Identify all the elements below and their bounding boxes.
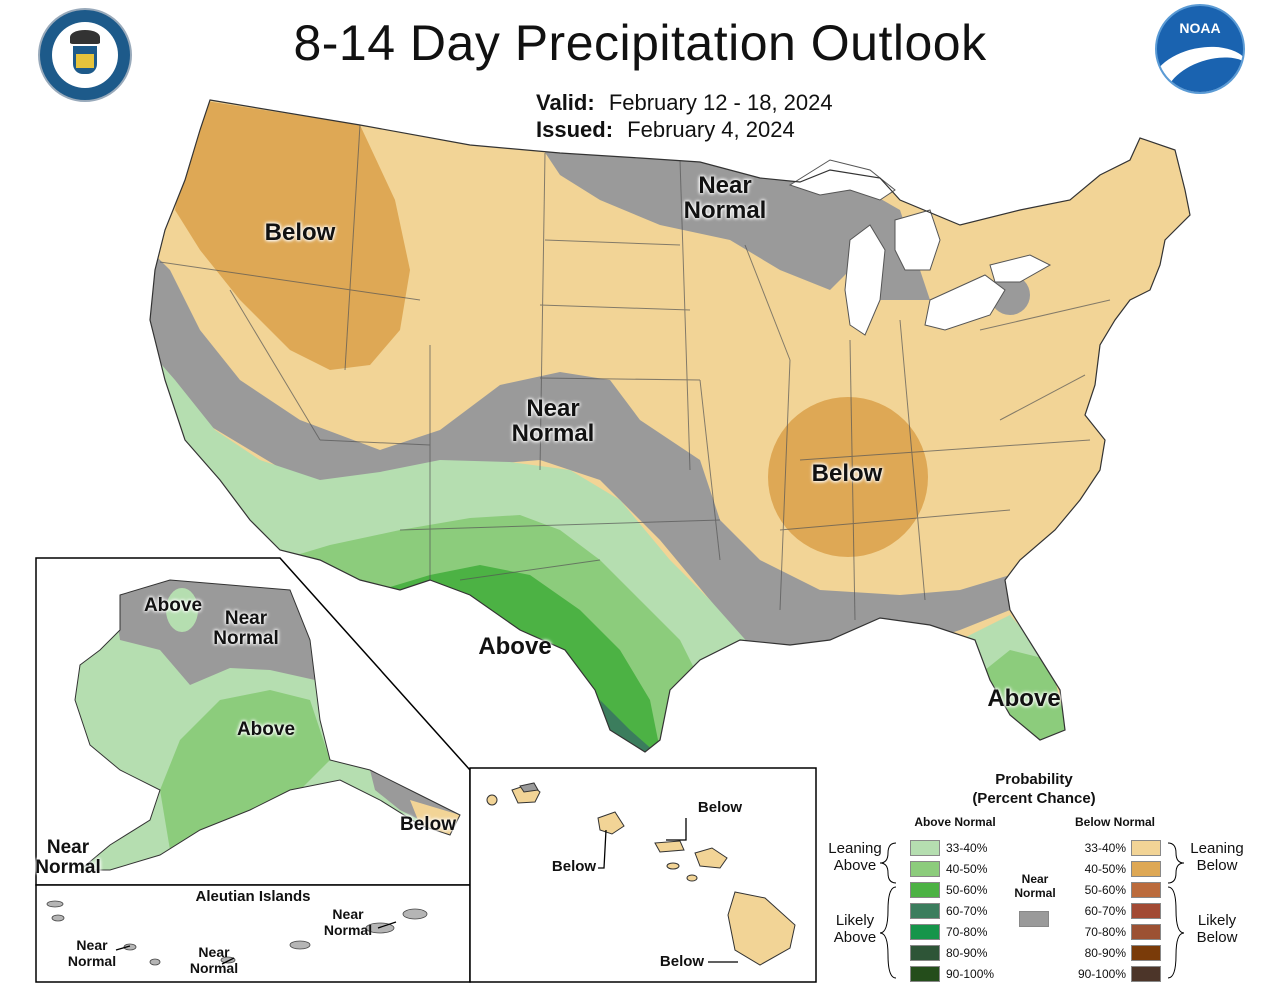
label-alaska-central-above: Above <box>236 719 296 740</box>
noaa-logo-text: NOAA <box>1179 20 1221 36</box>
label-florida-above: Above <box>987 685 1061 712</box>
alaska-outline <box>74 579 461 871</box>
legend-title: Probability (Percent Chance) <box>972 771 1096 807</box>
legend-below-label-4: 70-80% <box>1084 925 1126 939</box>
issued-dates: Issued: February 4, 2024 <box>536 117 795 143</box>
label-alaska-north-above: Above <box>143 595 203 616</box>
commerce-seal-logo <box>38 8 132 102</box>
conus-outline <box>149 99 1191 753</box>
legend-above-label-0: 33-40% <box>946 841 988 855</box>
legend-above-label-6: 90-100% <box>946 967 995 981</box>
legend-below-header: Below Normal <box>1074 815 1155 829</box>
legend-likely-below: Likely Below <box>1196 912 1238 947</box>
legend-below-label-5: 80-90% <box>1084 946 1126 960</box>
label-southeast-below: Below <box>811 460 883 487</box>
aleutian-pointers <box>115 921 397 965</box>
page-title: 8-14 Day Precipitation Outlook <box>293 15 987 71</box>
legend-below-swatch-5 <box>1131 945 1161 961</box>
aleutian-inset-frame <box>35 884 471 983</box>
noaa-logo: NOAA <box>1155 4 1245 94</box>
legend-above-swatch-5 <box>910 945 940 961</box>
legend-below-label-3: 60-70% <box>1084 904 1126 918</box>
issued-value: February 4, 2024 <box>627 117 795 142</box>
label-aleutian-near-normal-3: Near Normal <box>323 906 373 939</box>
legend-below-swatch-6 <box>1131 966 1161 982</box>
valid-label: Valid: <box>536 90 595 115</box>
legend-below-label-6: 90-100% <box>1077 967 1126 981</box>
legend-above-header: Above Normal <box>914 815 996 829</box>
legend-near-normal-label: Near Normal <box>1014 872 1056 901</box>
legend-above-label-4: 70-80% <box>946 925 988 939</box>
legend-leaning-above: Leaning Above <box>828 840 882 875</box>
label-alaska-southeast-below: Below <box>400 814 456 835</box>
valid-dates: Valid: February 12 - 18, 2024 <box>536 90 833 116</box>
legend-above-swatch-0 <box>910 840 940 856</box>
label-aleutian-near-normal-2: Near Normal <box>189 944 239 977</box>
label-hawaii-below-2: Below <box>551 858 597 875</box>
legend-above-swatch-6 <box>910 966 940 982</box>
legend-below-label-2: 50-60% <box>1084 883 1126 897</box>
legend-above-swatch-1 <box>910 861 940 877</box>
hawaii-islands <box>486 782 796 966</box>
label-aleutian-near-normal-1: Near Normal <box>67 937 117 970</box>
legend-above-swatch-2 <box>910 882 940 898</box>
state-borders <box>159 124 1111 621</box>
label-northwest-below: Below <box>264 219 336 246</box>
legend-below-swatch-4 <box>1131 924 1161 940</box>
legend-below-swatch-2 <box>1131 882 1161 898</box>
legend-below-swatch-3 <box>1131 903 1161 919</box>
label-central-near-normal: Near Normal <box>511 395 595 448</box>
great-lakes <box>788 159 1052 336</box>
legend-below-label-1: 40-50% <box>1084 862 1126 876</box>
label-texas-above: Above <box>478 633 552 660</box>
legend-near-normal-swatch <box>1019 911 1049 927</box>
legend-above-label-1: 40-50% <box>946 862 988 876</box>
hawaii-pointers <box>598 818 738 963</box>
label-hawaii-below-3: Below <box>659 953 705 970</box>
label-alaska-southwest-near-normal: Near Normal <box>35 837 101 878</box>
legend-likely-above: Likely Above <box>833 912 877 947</box>
label-north-near-normal: Near Normal <box>683 172 767 225</box>
aleutian-title: Aleutian Islands <box>195 888 311 905</box>
legend-above-swatch-3 <box>910 903 940 919</box>
valid-value: February 12 - 18, 2024 <box>608 90 833 115</box>
legend-above-label-3: 60-70% <box>946 904 988 918</box>
legend-above-swatch-4 <box>910 924 940 940</box>
legend-above-label-5: 80-90% <box>946 946 988 960</box>
legend-below-swatch-0 <box>1131 840 1161 856</box>
legend-below-label-0: 33-40% <box>1084 841 1126 855</box>
label-hawaii-below-1: Below <box>697 799 743 816</box>
legend-below-swatch-1 <box>1131 861 1161 877</box>
label-alaska-near-normal: Near Normal <box>213 608 279 649</box>
issued-label: Issued: <box>536 117 614 142</box>
aleutian-islands-shapes <box>46 900 428 966</box>
legend-above-label-2: 50-60% <box>946 883 988 897</box>
legend-brackets <box>879 842 1185 979</box>
legend-leaning-below: Leaning Below <box>1190 840 1244 875</box>
